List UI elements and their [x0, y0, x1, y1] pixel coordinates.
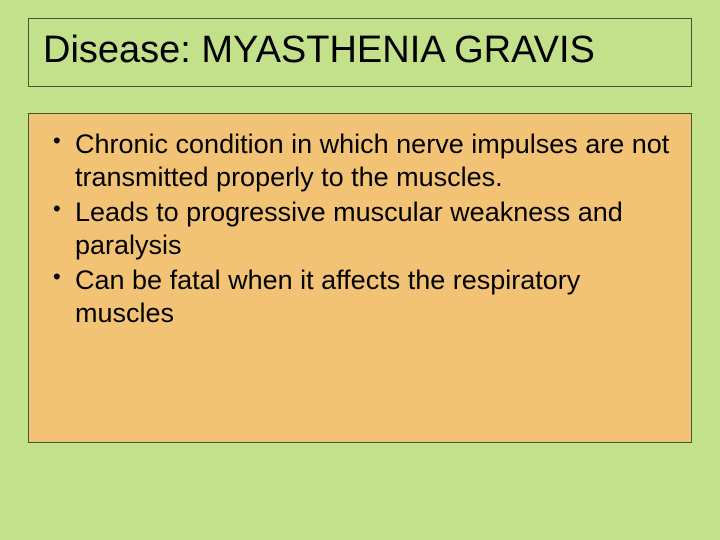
slide: Disease: MYASTHENIA GRAVIS Chronic condi… — [0, 0, 720, 540]
title-box: Disease: MYASTHENIA GRAVIS — [28, 18, 692, 87]
list-item: Chronic condition in which nerve impulse… — [47, 128, 673, 194]
body-box: Chronic condition in which nerve impulse… — [28, 113, 692, 443]
slide-title: Disease: MYASTHENIA GRAVIS — [43, 29, 677, 72]
list-item: Leads to progressive muscular weakness a… — [47, 196, 673, 262]
bullet-list: Chronic condition in which nerve impulse… — [47, 128, 673, 330]
list-item: Can be fatal when it affects the respira… — [47, 264, 673, 330]
